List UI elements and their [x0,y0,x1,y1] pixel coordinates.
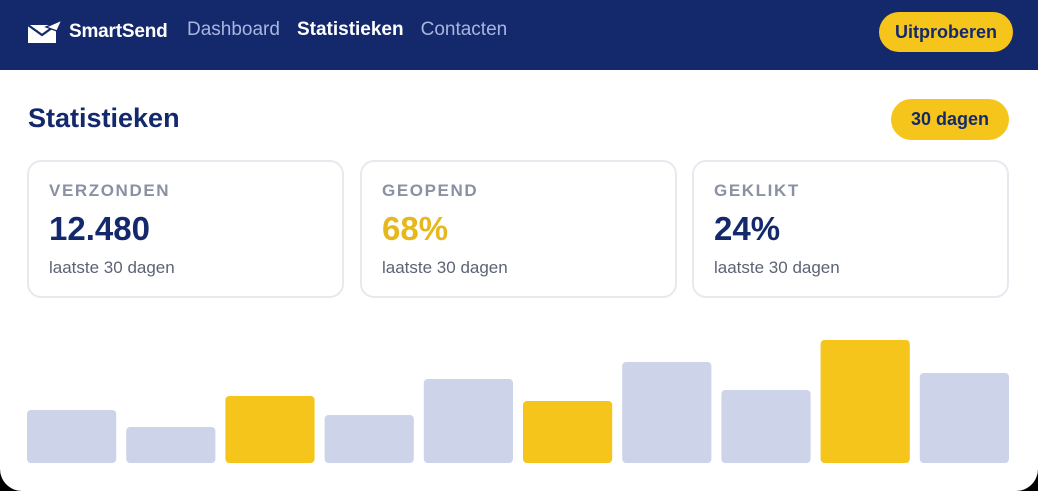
chart-bar-10 [919,373,1009,463]
stat-label: GEKLIKT [714,181,800,200]
brand-name: SmartSend [69,21,168,42]
chart-bar-5 [423,379,513,463]
stat-label: VERZONDEN [49,181,171,200]
chart-bar-2 [126,427,216,463]
bar-chart-svg [27,340,1009,463]
nav-item-dashboard[interactable]: Dashboard [187,19,280,40]
stat-card-sent: VERZONDEN 12.480 laatste 30 dagen [27,160,344,298]
brand-logo[interactable]: SmartSend [26,19,168,45]
chart-bar-7 [622,362,712,463]
nav-item-statistieken[interactable]: Statistieken [296,19,404,40]
chart-bar-4 [324,415,414,463]
stat-value: 68% [382,210,449,247]
try-button[interactable]: Uitproberen [878,12,1013,52]
stat-value: 12.480 [49,210,150,247]
stat-subtitle: laatste 30 dagen [49,258,175,277]
top-navigation-bar: SmartSend Dashboard Statistieken Contact… [0,0,1038,70]
chart-bar-1 [27,410,117,463]
chart-bar-9 [820,340,910,463]
nav-item-contacten[interactable]: Contacten [420,19,508,40]
chart-bar-6 [523,401,613,463]
stat-card-opened: GEOPEND 68% laatste 30 dagen [360,160,677,298]
stat-card-clicked: GEKLIKT 24% laatste 30 dagen [692,160,1009,298]
chart-bar-8 [721,390,811,463]
main-nav: Dashboard Statistieken Contacten [187,19,524,41]
chart-bar-3 [225,396,315,463]
stat-subtitle: laatste 30 dagen [714,258,840,277]
page-title: Statistieken [28,103,180,133]
stat-value: 24% [714,210,781,247]
stat-subtitle: laatste 30 dagen [382,258,508,277]
stat-label: GEOPEND [382,181,479,200]
period-selector-button[interactable]: 30 dagen [890,99,1009,140]
activity-bar-chart [27,320,1009,463]
envelope-logo-icon [27,19,64,43]
